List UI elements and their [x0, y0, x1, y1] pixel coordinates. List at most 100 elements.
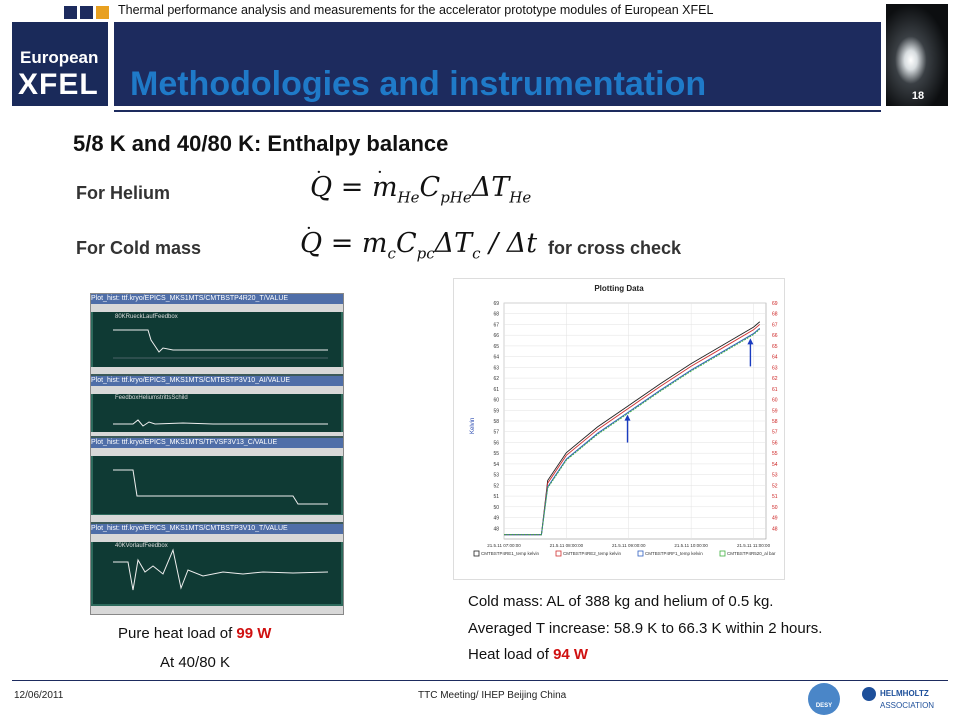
arrow-head-icon: [747, 338, 754, 345]
left-caption-line2: At 40/80 K: [160, 654, 231, 671]
history-panel: Plot_hist: ttf.kryo/EPICS_MKS1MTS/CMTBST…: [91, 376, 343, 436]
y-tick-label-right: 67: [772, 322, 778, 328]
right-caption-line2: Averaged T increase: 58.9 K to 66.3 K wi…: [468, 620, 823, 637]
y-tick-label-right: 64: [772, 355, 778, 361]
x-tick-label: 21.5.11 10:00:00: [674, 543, 708, 548]
panel-trace: [113, 548, 329, 591]
y-tick-label: 53: [493, 473, 499, 479]
y-tick-label: 56: [493, 440, 499, 446]
y-tick-label-right: 49: [772, 516, 778, 522]
series-line: [504, 328, 761, 536]
y-axis-label: Kelvin: [470, 418, 476, 434]
y-tick-label-right: 54: [772, 462, 778, 468]
y-tick-label-right: 60: [772, 398, 778, 404]
cross-check-label: for cross check: [548, 238, 682, 258]
y-tick-label: 69: [493, 301, 499, 307]
page-title: Methodologies and instrumentation: [130, 65, 707, 103]
right-caption-line3: Heat load of 94 W: [468, 646, 589, 663]
y-tick-label-right: 58: [772, 419, 778, 425]
y-tick-label-right: 56: [772, 440, 778, 446]
panel-label: 40KVorlaufFeedbox: [115, 543, 168, 549]
y-tick-label: 60: [493, 398, 499, 404]
y-tick-label-right: 51: [772, 494, 778, 500]
y-tick-label-right: 69: [772, 301, 778, 307]
y-tick-label-right: 61: [772, 387, 778, 393]
legend-swatch: [719, 550, 726, 557]
y-tick-label: 54: [493, 462, 499, 468]
y-tick-label: 63: [493, 365, 499, 371]
y-tick-label: 49: [493, 516, 499, 522]
y-tick-label: 64: [493, 355, 499, 361]
header-subtitle: Thermal performance analysis and measure…: [118, 3, 714, 17]
y-tick-label-right: 55: [772, 451, 778, 457]
section-heading: 5/8 K and 40/80 K: Enthalpy balance: [73, 131, 449, 156]
y-tick-label: 58: [493, 419, 499, 425]
arrow-head-icon: [624, 414, 631, 421]
desy-logo: DESY: [808, 683, 840, 715]
panel-title: Plot_hist: ttf.kryo/EPICS_MKS1MTS/CMTBST…: [91, 524, 343, 534]
left-heat-load-value: 99 W: [236, 625, 272, 642]
chart-svg: Plotting Data 48 48 49 49 50 50 51 51 52 52 53 53 54 5…: [470, 284, 778, 557]
panel-label: 80KRueckLaufFeedbox: [115, 314, 178, 320]
y-tick-label-right: 59: [772, 408, 778, 414]
history-panel: Plot_hist: ttf.kryo/EPICS_MKS1MTS/TFVSF3…: [91, 438, 343, 522]
chart-title: Plotting Data: [594, 284, 644, 293]
footer-event: TTC Meeting/ IHEP Beijing China: [418, 690, 567, 701]
legend-swatch: [473, 550, 480, 557]
y-tick-label: 68: [493, 312, 499, 318]
y-tick-label-right: 48: [772, 526, 778, 532]
right-heat-load-value: 94 W: [553, 646, 589, 663]
history-plot-screenshot: Plot_hist: ttf.kryo/EPICS_MKS1MTS/CMTBST…: [90, 293, 344, 615]
legend-entry: CMTBSTP4RF1_temp kelvin: [645, 551, 703, 556]
panel-label: FeedboxHeliumstrittsSchild: [115, 395, 188, 401]
coldmass-label: For Cold mass: [76, 238, 202, 258]
y-tick-label: 52: [493, 483, 499, 489]
y-tick-label-right: 66: [772, 333, 778, 339]
x-tick-label: 21.5.11 11:00:00: [737, 543, 771, 548]
helmholtz-mark-icon: [862, 687, 876, 701]
header-bar: [114, 22, 881, 106]
legend-entry: CMTBSTP4RE2_temp kelvin: [563, 551, 622, 556]
y-tick-label: 55: [493, 451, 499, 457]
legend-entry: CMTBSTP4R520_al bar: [727, 551, 776, 556]
panel-trace: [113, 469, 328, 505]
helium-formula: Q · = m · HeCpHeΔTHe: [310, 162, 532, 207]
y-tick-label-right: 53: [772, 473, 778, 479]
panel-title: Plot_hist: ttf.kryo/EPICS_MKS1MTS/CMTBST…: [91, 376, 343, 386]
legend-swatch: [637, 550, 644, 557]
y-tick-label: 66: [493, 333, 499, 339]
plotting-data-chart: Plotting Data 48 48 49 49 50 50 51 51 52 52 53 53 54 5…: [453, 278, 785, 580]
legend-swatch: [555, 550, 562, 557]
y-tick-label: 51: [493, 494, 499, 500]
x-tick-label: 21.5.11 07:00:00: [487, 543, 521, 548]
y-tick-label: 61: [493, 387, 499, 393]
right-caption-line1: Cold mass: AL of 388 kg and helium of 0.…: [468, 593, 774, 610]
logo-text-european: European: [20, 48, 99, 67]
y-tick-label-right: 50: [772, 505, 778, 511]
header-divider: [114, 110, 881, 112]
x-tick-label: 21.5.11 08:00:00: [550, 543, 584, 548]
panel-trace: [113, 419, 328, 427]
y-tick-label: 48: [493, 526, 499, 532]
page-number: 18: [911, 90, 925, 102]
y-tick-label-right: 52: [772, 483, 778, 489]
left-caption-line1: Pure heat load of 99 W: [118, 625, 272, 642]
y-tick-label: 62: [493, 376, 499, 382]
history-panel: Plot_hist: ttf.kryo/EPICS_MKS1MTS/CMTBST…: [91, 294, 343, 374]
footer-divider: [12, 680, 948, 681]
coldmass-formula: Q · = mcCpcΔTc / Δt: [300, 218, 538, 263]
y-tick-label-right: 68: [772, 312, 778, 318]
footer-date: 12/06/2011: [14, 690, 64, 701]
legend-entry: CMTBSTP4RE1_temp kelvin: [481, 551, 540, 556]
panel-title: Plot_hist: ttf.kryo/EPICS_MKS1MTS/TFVSF3…: [91, 438, 343, 448]
x-tick-label: 21.5.11 09:00:00: [612, 543, 646, 548]
european-xfel-logo: European XFEL: [12, 6, 109, 106]
y-tick-label: 50: [493, 505, 499, 511]
y-tick-label: 57: [493, 430, 499, 436]
panel-title: Plot_hist: ttf.kryo/EPICS_MKS1MTS/CMTBST…: [91, 294, 343, 304]
history-panel: Plot_hist: ttf.kryo/EPICS_MKS1MTS/CMTBST…: [91, 524, 343, 614]
panel-trace: [113, 329, 328, 359]
y-tick-label-right: 63: [772, 365, 778, 371]
y-tick-label: 67: [493, 322, 499, 328]
y-tick-label: 59: [493, 408, 499, 414]
